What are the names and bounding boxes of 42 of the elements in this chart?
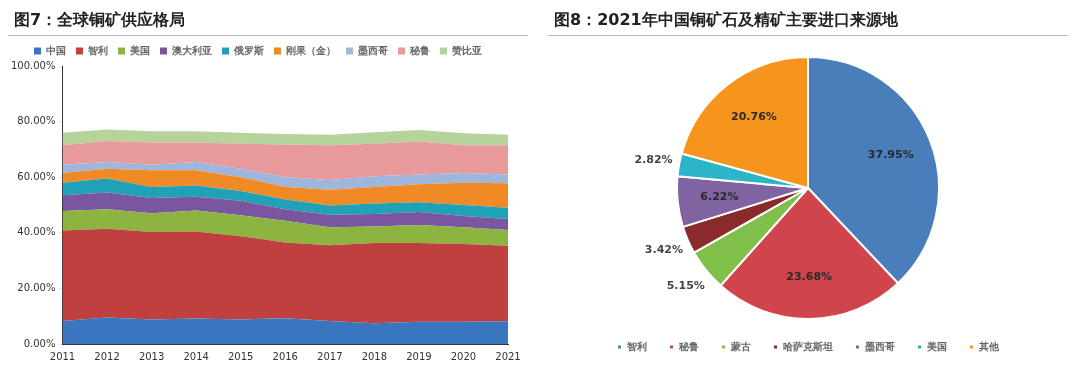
legend-label: 墨西哥: [864, 340, 895, 352]
legend-label: 哈萨克斯坦: [783, 340, 833, 352]
x-tick-label: 2020: [450, 350, 477, 362]
legend-label: 美国: [926, 340, 947, 352]
chart-title: 图8：2021年中国铜矿石及精矿主要进口来源地: [548, 8, 1068, 36]
x-tick-label: 2013: [138, 350, 165, 362]
data-label: 2.82%: [634, 153, 673, 167]
x-tick-label: 2014: [183, 350, 209, 362]
data-label: 23.68%: [786, 269, 833, 283]
y-tick-label: 80.00%: [17, 115, 56, 127]
x-tick-label: 2011: [49, 350, 76, 362]
y-tick-label: 40.00%: [17, 226, 56, 238]
legend-label: 赞比亚: [451, 44, 482, 56]
x-tick-label: 2015: [227, 350, 254, 362]
x-tick-label: 2019: [406, 350, 432, 362]
data-label: 5.15%: [666, 279, 705, 293]
x-tick-label: 2017: [317, 350, 343, 362]
y-tick-label: 100.00%: [10, 59, 56, 71]
legend-label: 智利: [626, 340, 647, 352]
legend-label: 蒙古: [730, 340, 751, 352]
legend-label: 中国: [46, 44, 66, 56]
x-tick-label: 2012: [94, 350, 120, 362]
legend-label: 墨西哥: [357, 44, 388, 56]
legend-label: 秘鲁: [678, 340, 699, 352]
x-tick-label: 2021: [495, 350, 521, 362]
x-tick-label: 2016: [272, 350, 298, 362]
y-tick-label: 20.00%: [17, 281, 56, 293]
legend-label: 俄罗斯: [233, 44, 264, 56]
legend-label: 其他: [978, 340, 1000, 352]
data-label: 20.76%: [731, 110, 777, 124]
x-tick-label: 2018: [361, 350, 388, 362]
chart-title: 图7：全球铜矿供应格局: [8, 8, 528, 36]
data-label: 37.95%: [867, 147, 914, 161]
legend-label: 澳大利亚: [171, 44, 212, 56]
legend-label: 秘鲁: [409, 44, 430, 56]
legend-label: 刚果（金）: [286, 44, 336, 56]
data-label: 6.22%: [700, 190, 739, 204]
legend-label: 智利: [87, 44, 108, 56]
y-tick-label: 60.00%: [17, 170, 56, 182]
y-tick-label: 0.00%: [23, 337, 56, 349]
legend-label: 美国: [129, 44, 150, 56]
data-label: 3.42%: [644, 243, 684, 257]
